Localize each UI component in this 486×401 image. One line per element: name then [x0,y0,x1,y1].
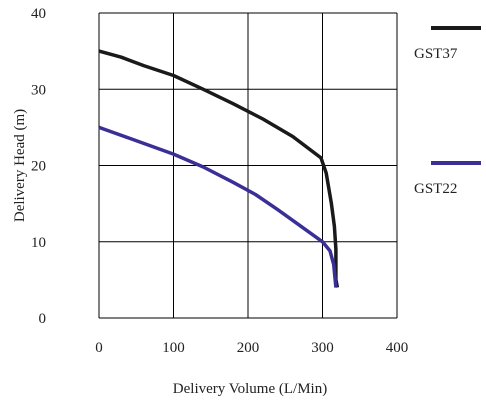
y-tick-label: 10 [31,235,46,251]
y-tick-label: 20 [31,159,46,175]
x-tick-label: 300 [311,340,334,356]
x-tick-label: 200 [237,340,260,356]
x-axis-title: Delivery Volume (L/Min) [173,381,327,397]
legend: GST37 GST22 [414,26,481,197]
y-tick-label: 40 [31,6,46,22]
legend-label-gst37: GST37 [414,46,458,62]
y-tick-label: 0 [39,311,47,327]
x-tick-label: 100 [162,340,185,356]
x-tick-label: 400 [386,340,409,356]
x-tick-label: 0 [95,340,103,356]
legend-label-gst22: GST22 [414,181,457,197]
y-tick-label: 30 [31,82,46,98]
tick-labels: 0 100 200 300 400 0 10 20 30 40 [31,6,408,356]
grid [98,12,398,319]
series-line-gst22 [98,125,338,288]
series-lines [98,49,340,288]
series-line-gst37 [98,49,340,288]
y-axis-title: Delivery Head (m) [12,109,28,222]
